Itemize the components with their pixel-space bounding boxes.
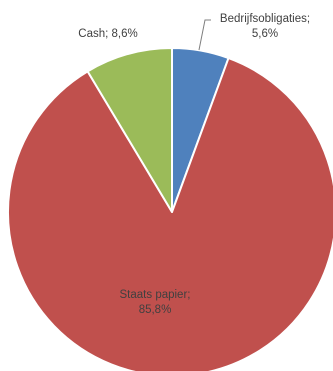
slice-label-line: Cash; 8,6% [78,28,137,40]
slice-labels: Bedrijfsobligaties; 5,6% Staats papier; 85,… [78,13,310,316]
pie-slice-staats-papier [7,57,333,371]
slice-label-line: Bedrijfsobligaties; [220,13,310,25]
slice-label-staats-papier: Staats papier; 85,8% [120,289,191,316]
slice-label-line: Staats papier; [120,289,191,301]
slice-label-cash: Cash; 8,6% [78,28,137,40]
pie-slices [7,47,333,371]
slice-label-line: 85,8% [139,304,172,316]
leader-lines [198,19,211,51]
leader-line-bedrijfsobligaties [198,19,211,51]
pie-slice-cash [86,47,173,213]
slice-label-bedrijfsobligaties: Bedrijfsobligaties; 5,6% [220,13,310,40]
slice-label-line: 5,6% [252,28,278,40]
